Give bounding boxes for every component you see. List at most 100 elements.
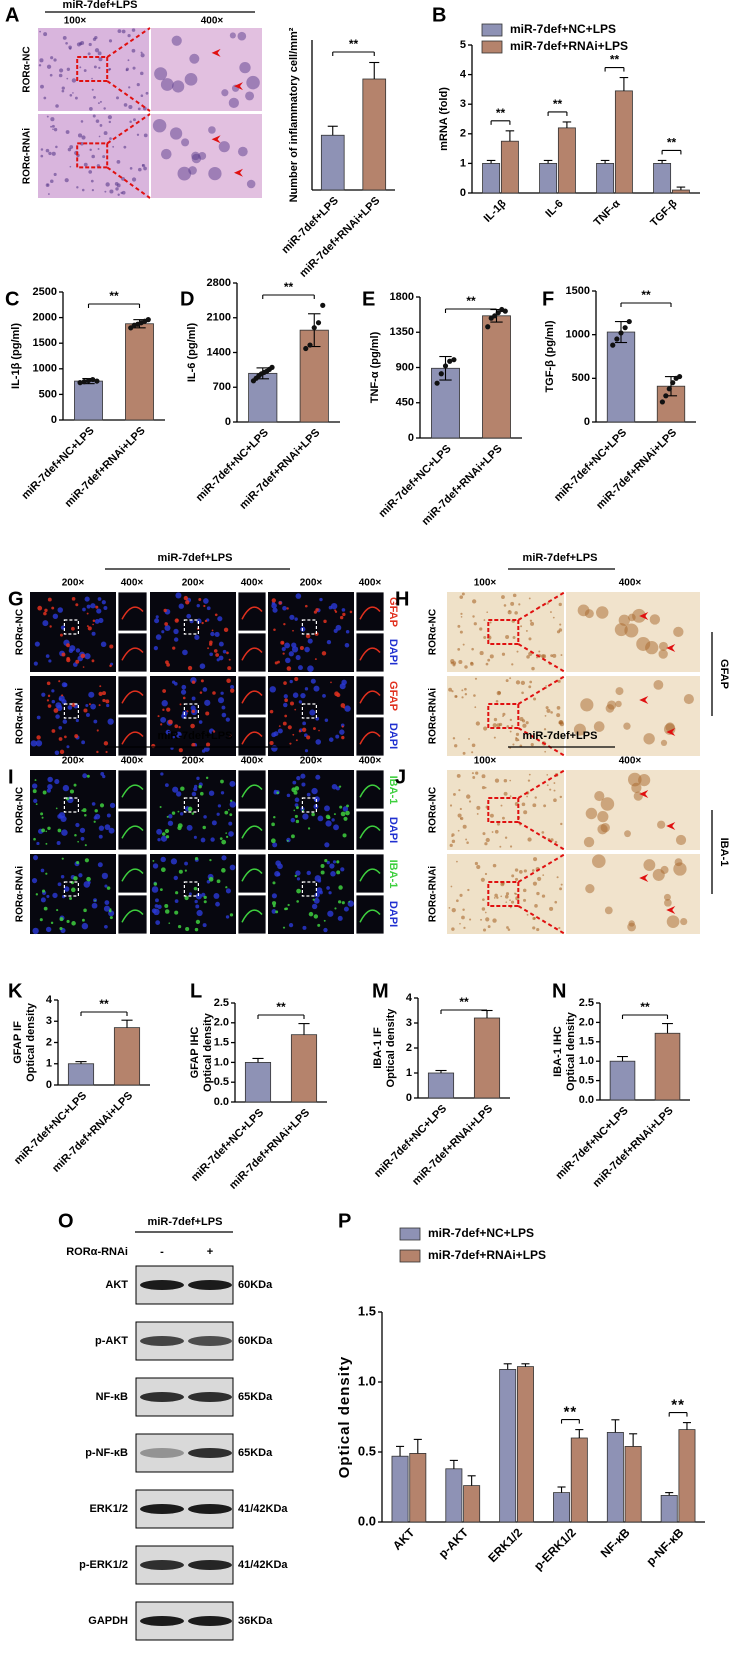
arrowhead: [234, 82, 243, 91]
bar: [654, 1032, 681, 1101]
nucleus: [68, 648, 74, 654]
cell: [92, 619, 96, 623]
y-tick-label: 1.5: [214, 1037, 229, 1049]
cell: [492, 918, 497, 923]
cell: [553, 782, 556, 784]
nucleus: [58, 812, 66, 819]
y-tick-label: 0: [51, 414, 57, 426]
cell: [296, 900, 299, 903]
cell: [592, 854, 606, 868]
cell: [164, 828, 170, 834]
cell-process: [241, 647, 263, 661]
cell: [84, 844, 87, 847]
cell: [593, 721, 605, 732]
cell: [175, 891, 179, 895]
y-tick-label: 450: [396, 397, 414, 409]
cell: [39, 58, 44, 63]
cell: [81, 135, 86, 140]
cell: [190, 723, 195, 729]
cell: [505, 901, 508, 903]
nucleus: [333, 824, 339, 831]
nucleus: [96, 608, 102, 614]
cell: [450, 885, 453, 888]
cell: [93, 95, 96, 99]
bar: [463, 1485, 481, 1523]
cell: [95, 605, 99, 609]
size-label: 36KDa: [238, 1615, 273, 1627]
nucleus: [32, 927, 39, 935]
legend-swatch: [481, 40, 503, 54]
cell: [99, 124, 103, 127]
nucleus: [191, 696, 196, 701]
nucleus: [216, 812, 220, 816]
nucleus: [295, 870, 301, 876]
cell: [554, 840, 558, 844]
cell: [550, 654, 553, 658]
cell: [660, 739, 668, 747]
protein-label: AKT: [105, 1279, 128, 1291]
cell: [509, 730, 512, 733]
row-label: RORα-NC: [15, 787, 26, 833]
cell: [501, 595, 505, 599]
bar: [624, 1446, 642, 1523]
cell: [193, 886, 198, 891]
nucleus: [62, 719, 68, 724]
cell: [43, 96, 47, 100]
nucleus: [210, 837, 215, 842]
cell: [66, 919, 70, 924]
cell: [464, 665, 468, 669]
cell: [507, 928, 511, 931]
nucleus: [284, 642, 291, 649]
nucleus: [60, 875, 65, 879]
y-axis-label: IL-1β (pg/ml): [10, 323, 22, 389]
nucleus: [274, 871, 280, 877]
bar: [671, 189, 690, 194]
y-axis-label: TGF-β (pg/ml): [544, 320, 556, 392]
cell: [451, 690, 454, 693]
stain-label: DAPI: [387, 901, 399, 927]
nucleus: [154, 898, 159, 903]
marker-label: GFAP: [718, 659, 730, 689]
nucleus: [86, 604, 91, 609]
cell: [237, 146, 248, 157]
cell: [88, 170, 93, 174]
nucleus: [289, 614, 295, 620]
bar: [482, 315, 511, 439]
nucleus: [213, 893, 220, 899]
cell: [75, 603, 79, 607]
cell: [526, 795, 528, 798]
cell: [117, 29, 122, 33]
cell: [109, 664, 112, 668]
cell: [286, 839, 289, 842]
cell: [218, 141, 230, 153]
cell: [538, 650, 541, 653]
nucleus: [326, 639, 332, 645]
cell: [313, 914, 319, 919]
cell: [55, 145, 58, 149]
nucleus: [201, 749, 206, 753]
cell: [43, 32, 48, 37]
cell: [341, 901, 345, 905]
cell: [476, 864, 481, 870]
cell: [73, 783, 77, 787]
cell: [103, 107, 106, 110]
y-axis-label: Optical density: [565, 1011, 577, 1091]
cell: [289, 742, 292, 745]
nucleus: [98, 617, 104, 624]
cell: [172, 646, 176, 650]
cell: [168, 922, 171, 924]
nucleus: [228, 821, 233, 826]
cell: [207, 647, 210, 650]
cell: [296, 888, 301, 894]
blot-band: [140, 1504, 184, 1514]
panel-label: P: [338, 1210, 351, 1232]
nucleus: [221, 712, 227, 718]
nucleus: [82, 773, 88, 779]
significance-label: **: [284, 280, 294, 294]
zoom-line: [517, 905, 566, 935]
cell: [212, 691, 216, 695]
nucleus: [88, 691, 95, 698]
magnification: 200×: [300, 578, 323, 589]
zoom-box: [183, 797, 199, 813]
zoom-box: [487, 881, 520, 907]
